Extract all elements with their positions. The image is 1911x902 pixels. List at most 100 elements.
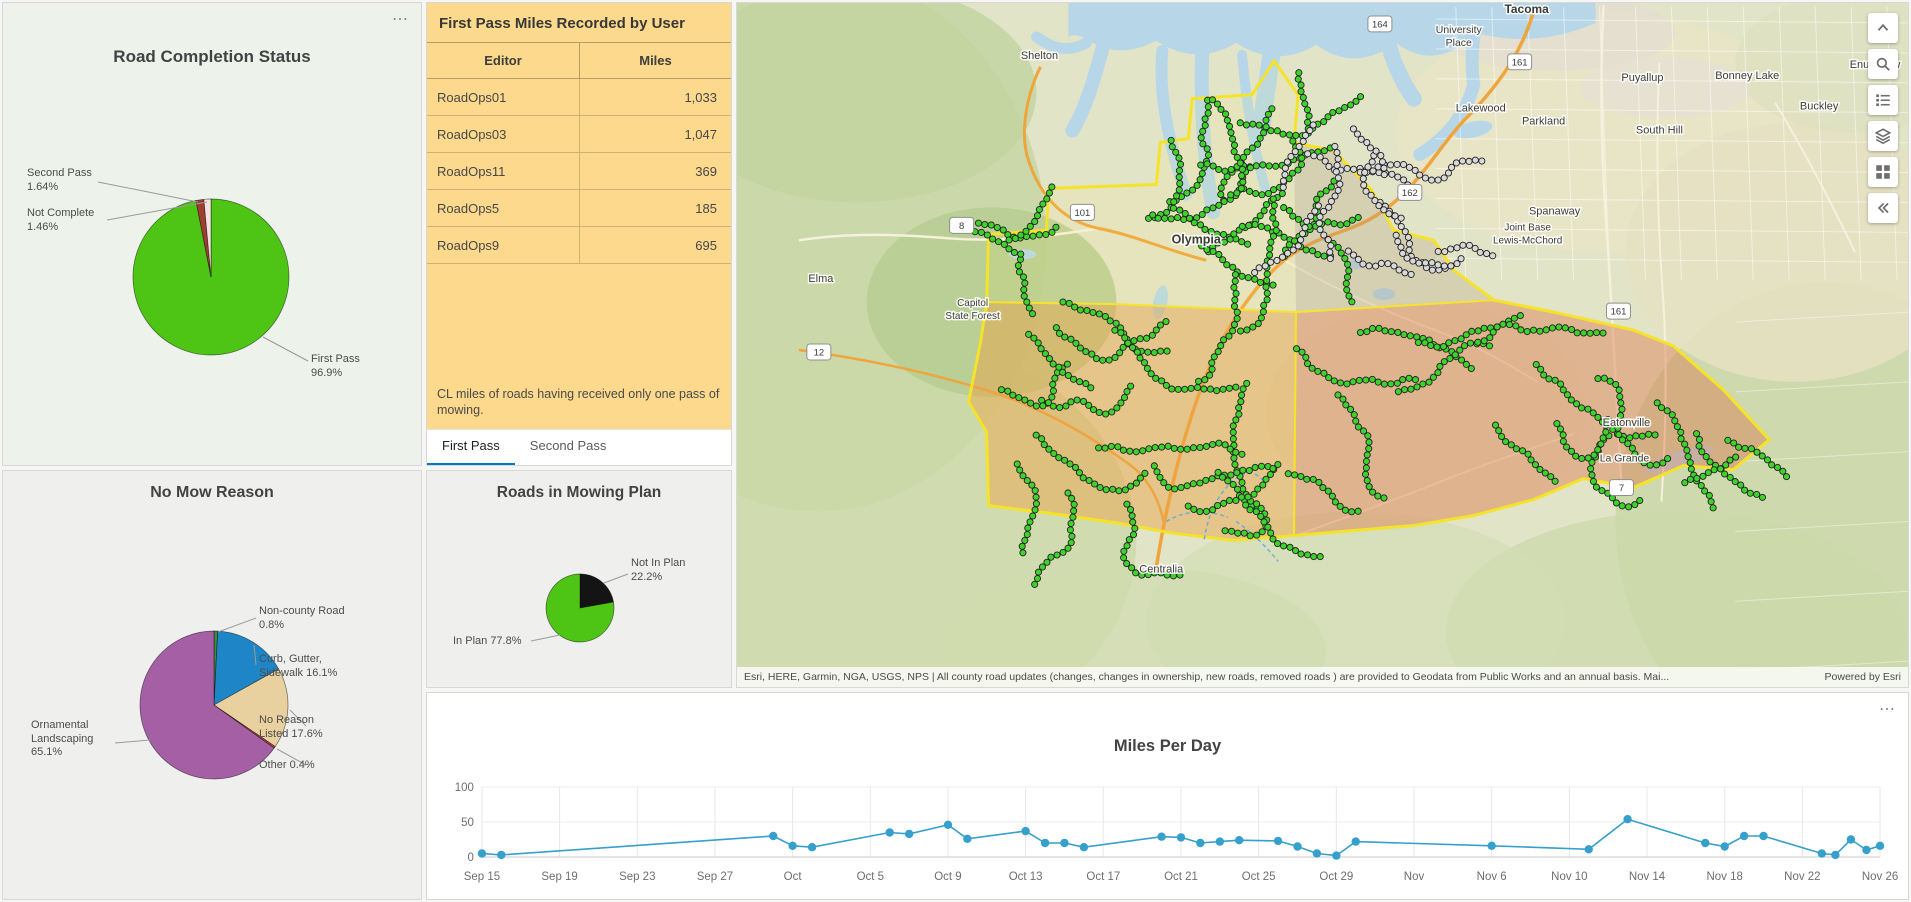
panel-no-mow-reason: No Mow Reason Non-county Road 0.8% Curb,… xyxy=(2,470,422,900)
table-row[interactable]: RoadOps5 185 xyxy=(427,190,731,227)
search-button[interactable] xyxy=(1868,49,1898,79)
legend-icon xyxy=(1874,91,1892,109)
svg-text:Elma: Elma xyxy=(808,273,834,285)
svg-text:Centralia: Centralia xyxy=(1139,563,1184,575)
no-mow-pie-chart[interactable] xyxy=(3,471,421,899)
svg-text:State Forest: State Forest xyxy=(945,311,1000,322)
pie-slice-label: No Reason Listed 17.6% xyxy=(259,714,341,741)
svg-text:Oct 25: Oct 25 xyxy=(1242,871,1276,883)
table-footnote: CL miles of roads having received only o… xyxy=(437,386,721,418)
svg-text:50: 50 xyxy=(461,817,474,829)
svg-text:Nov 18: Nov 18 xyxy=(1707,871,1743,883)
panel-roads-in-mowing-plan: Roads in Mowing Plan Not In Plan 22.2% I… xyxy=(426,470,732,688)
map-canvas[interactable]: 1641611621617128101 TacomaUniversityPlac… xyxy=(737,3,1908,687)
panel-miles-per-day: ⋯ Miles Per Day Sep 15Sep 19Sep 23Sep 27… xyxy=(426,692,1909,900)
legend-button[interactable] xyxy=(1868,85,1898,115)
collapse-tools-button[interactable] xyxy=(1868,13,1898,43)
cell-miles: 369 xyxy=(579,153,731,189)
svg-text:Buckley: Buckley xyxy=(1800,101,1839,113)
svg-text:Tacoma: Tacoma xyxy=(1504,3,1549,16)
cell-editor: RoadOps03 xyxy=(427,116,579,152)
cell-miles: 1,047 xyxy=(579,116,731,152)
svg-text:Oct 17: Oct 17 xyxy=(1086,871,1120,883)
svg-text:Nov 14: Nov 14 xyxy=(1629,871,1666,883)
basemap-grid-icon xyxy=(1874,163,1892,181)
cell-editor: RoadOps01 xyxy=(427,79,579,115)
pie-slice-label: Not In Plan 22.2% xyxy=(631,557,685,584)
double-chevron-left-icon xyxy=(1874,199,1892,217)
overflow-menu-icon[interactable]: ⋯ xyxy=(1879,699,1896,719)
table-row[interactable]: RoadOps11 369 xyxy=(427,153,731,190)
powered-by-esri: Powered by Esri xyxy=(1825,667,1901,687)
basemap-gallery-button[interactable] xyxy=(1868,157,1898,187)
table-row[interactable]: RoadOps9 695 xyxy=(427,227,731,264)
panel-title: Miles Per Day xyxy=(427,693,1908,756)
svg-text:Lakewood: Lakewood xyxy=(1456,103,1506,115)
svg-text:Lewis-McChord: Lewis-McChord xyxy=(1493,235,1562,246)
svg-text:7: 7 xyxy=(1619,483,1624,494)
svg-text:Nov 26: Nov 26 xyxy=(1862,871,1898,883)
map-toolbar xyxy=(1868,13,1898,229)
svg-text:Bonney Lake: Bonney Lake xyxy=(1715,70,1779,82)
svg-text:Oct 21: Oct 21 xyxy=(1164,871,1198,883)
svg-text:Spanaway: Spanaway xyxy=(1529,205,1581,217)
cell-miles: 185 xyxy=(579,190,731,226)
tab-first-pass[interactable]: First Pass xyxy=(427,430,515,466)
layers-button[interactable] xyxy=(1868,121,1898,151)
pie-slice-label: Not Complete 1.46% xyxy=(27,207,94,234)
attribution-text: Esri, HERE, Garmin, NGA, USGS, NPS | All… xyxy=(744,667,1669,687)
pie-slice-label: Curb, Gutter, Sidewalk 16.1% xyxy=(259,653,356,680)
svg-text:Sep 23: Sep 23 xyxy=(619,871,655,883)
pie-slice-label: Ornamental Landscaping 65.1% xyxy=(31,719,115,760)
svg-text:12: 12 xyxy=(814,347,825,358)
search-icon xyxy=(1874,55,1892,73)
layers-icon xyxy=(1874,127,1892,145)
cell-editor: RoadOps5 xyxy=(427,190,579,226)
cell-editor: RoadOps9 xyxy=(427,227,579,263)
svg-text:University: University xyxy=(1436,25,1483,36)
svg-text:164: 164 xyxy=(1372,19,1388,30)
table-title: First Pass Miles Recorded by User xyxy=(427,3,731,43)
pie-slice-label: First Pass 96.9% xyxy=(311,353,360,380)
tab-second-pass[interactable]: Second Pass xyxy=(515,430,622,466)
svg-text:Oct 5: Oct 5 xyxy=(857,871,884,883)
collapse-panel-button[interactable] xyxy=(1868,193,1898,223)
pie-slice-label: Second Pass 1.64% xyxy=(27,167,92,194)
table-row[interactable]: RoadOps01 1,033 xyxy=(427,79,731,116)
svg-text:Sep 27: Sep 27 xyxy=(697,871,733,883)
cell-miles: 1,033 xyxy=(579,79,731,115)
pie-slice-label: Other 0.4% xyxy=(259,759,379,773)
svg-text:Nov 22: Nov 22 xyxy=(1784,871,1820,883)
svg-text:0: 0 xyxy=(468,852,474,864)
miles-per-day-line-chart[interactable]: Sep 15Sep 19Sep 23Sep 27OctOct 5Oct 9Oct… xyxy=(427,777,1908,900)
svg-text:100: 100 xyxy=(455,782,474,794)
svg-text:Nov 6: Nov 6 xyxy=(1477,871,1507,883)
panel-map: 1641611621617128101 TacomaUniversityPlac… xyxy=(736,2,1909,688)
chevron-up-icon xyxy=(1874,19,1892,37)
table-header: Editor Miles xyxy=(427,43,731,79)
svg-text:Olympia: Olympia xyxy=(1172,232,1222,246)
road-completion-pie-chart[interactable] xyxy=(3,3,421,465)
column-header-editor[interactable]: Editor xyxy=(427,43,579,78)
panel-road-completion-status: ⋯ Road Completion Status Second Pass 1.6… xyxy=(2,2,422,466)
overflow-menu-icon[interactable]: ⋯ xyxy=(392,9,409,29)
column-header-miles[interactable]: Miles xyxy=(579,43,731,78)
svg-text:Joint Base: Joint Base xyxy=(1504,222,1551,233)
svg-text:South Hill: South Hill xyxy=(1636,125,1683,137)
svg-text:Shelton: Shelton xyxy=(1021,50,1058,62)
table-row[interactable]: RoadOps03 1,047 xyxy=(427,116,731,153)
svg-text:161: 161 xyxy=(1512,57,1528,68)
cell-miles: 695 xyxy=(579,227,731,263)
tabs-bar: First Pass Second Pass xyxy=(427,429,731,465)
svg-text:162: 162 xyxy=(1402,188,1418,199)
pie-slice-label: In Plan 77.8% xyxy=(453,635,522,649)
svg-text:Oct 9: Oct 9 xyxy=(934,871,961,883)
svg-text:101: 101 xyxy=(1074,208,1090,219)
svg-text:161: 161 xyxy=(1611,307,1627,318)
svg-text:Capitol: Capitol xyxy=(957,298,988,309)
svg-text:Parkland: Parkland xyxy=(1522,116,1565,128)
svg-text:Place: Place xyxy=(1446,38,1472,49)
map-attribution: Esri, HERE, Garmin, NGA, USGS, NPS | All… xyxy=(737,667,1908,687)
svg-text:Oct 13: Oct 13 xyxy=(1009,871,1043,883)
panel-first-pass-miles-table: First Pass Miles Recorded by User Editor… xyxy=(426,2,732,466)
